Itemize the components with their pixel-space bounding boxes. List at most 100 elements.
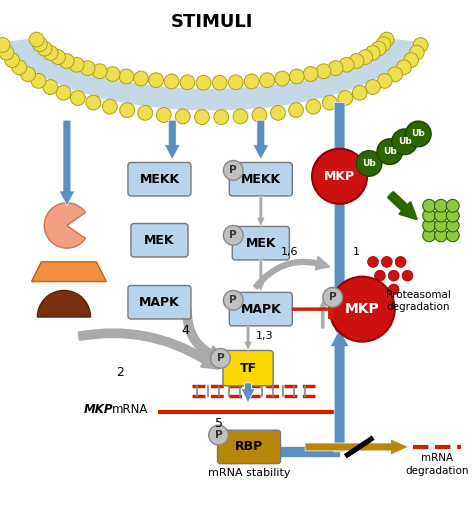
Circle shape <box>119 69 134 84</box>
Text: Ub: Ub <box>383 147 397 156</box>
FancyArrow shape <box>244 327 252 351</box>
Circle shape <box>212 75 227 90</box>
Circle shape <box>105 66 120 81</box>
Circle shape <box>71 90 85 105</box>
Text: 2: 2 <box>116 366 124 379</box>
Circle shape <box>447 219 459 232</box>
Text: MEKK: MEKK <box>241 173 281 185</box>
FancyBboxPatch shape <box>128 162 191 196</box>
Circle shape <box>388 67 402 82</box>
Circle shape <box>356 151 382 176</box>
Circle shape <box>252 108 267 122</box>
Circle shape <box>275 71 290 86</box>
Circle shape <box>447 209 459 222</box>
Circle shape <box>388 284 399 295</box>
Circle shape <box>435 199 447 212</box>
Text: MEKK: MEKK <box>139 173 180 185</box>
Text: P: P <box>229 295 237 305</box>
Circle shape <box>134 71 148 86</box>
FancyBboxPatch shape <box>128 286 191 319</box>
Circle shape <box>31 74 46 88</box>
Circle shape <box>435 219 447 232</box>
Circle shape <box>406 121 431 147</box>
Wedge shape <box>37 290 91 317</box>
Circle shape <box>0 38 10 52</box>
Circle shape <box>196 75 211 90</box>
Circle shape <box>328 61 343 76</box>
FancyArrow shape <box>330 102 349 339</box>
Circle shape <box>413 38 428 52</box>
Text: 1: 1 <box>352 247 359 257</box>
Circle shape <box>223 225 243 245</box>
Text: P: P <box>329 292 337 303</box>
Circle shape <box>43 80 58 95</box>
FancyArrowPatch shape <box>183 310 224 360</box>
Text: Ub: Ub <box>362 159 376 168</box>
Circle shape <box>371 41 386 56</box>
Circle shape <box>376 37 391 52</box>
Circle shape <box>397 60 411 75</box>
Circle shape <box>306 99 321 114</box>
Circle shape <box>447 229 459 242</box>
Circle shape <box>12 60 27 75</box>
FancyArrow shape <box>305 439 409 455</box>
FancyBboxPatch shape <box>229 292 292 326</box>
Circle shape <box>358 50 373 64</box>
Circle shape <box>43 45 58 60</box>
Text: Ub: Ub <box>398 137 411 146</box>
Circle shape <box>365 45 380 60</box>
Circle shape <box>69 57 84 72</box>
Circle shape <box>290 69 304 84</box>
Circle shape <box>223 160 243 180</box>
Circle shape <box>447 199 459 212</box>
Circle shape <box>423 209 436 222</box>
Text: P: P <box>217 353 224 363</box>
Circle shape <box>21 67 36 82</box>
Circle shape <box>138 105 153 120</box>
Circle shape <box>312 149 367 204</box>
Circle shape <box>316 64 331 79</box>
Circle shape <box>423 229 436 242</box>
Circle shape <box>102 99 117 114</box>
Circle shape <box>51 50 65 64</box>
Circle shape <box>365 80 380 95</box>
Text: MKP: MKP <box>84 403 113 416</box>
Circle shape <box>322 95 337 110</box>
Circle shape <box>156 108 171 122</box>
FancyBboxPatch shape <box>218 430 281 463</box>
FancyArrow shape <box>330 329 349 452</box>
Circle shape <box>377 74 392 88</box>
Circle shape <box>435 229 447 242</box>
Polygon shape <box>31 262 106 282</box>
Text: MKP: MKP <box>345 302 380 316</box>
Text: 4: 4 <box>181 324 189 337</box>
Circle shape <box>5 53 19 67</box>
Text: 1,3: 1,3 <box>256 331 273 341</box>
Text: Proteasomal
degradation: Proteasomal degradation <box>386 290 451 312</box>
Circle shape <box>404 53 419 67</box>
Circle shape <box>395 257 406 267</box>
Circle shape <box>435 209 447 222</box>
FancyArrow shape <box>319 299 327 329</box>
FancyArrowPatch shape <box>388 192 416 219</box>
Circle shape <box>349 54 364 68</box>
Circle shape <box>86 95 101 110</box>
Text: Ub: Ub <box>411 129 425 138</box>
FancyArrow shape <box>164 120 180 159</box>
Circle shape <box>423 219 436 232</box>
Circle shape <box>330 276 395 342</box>
FancyArrow shape <box>241 447 339 457</box>
Circle shape <box>402 270 413 281</box>
Text: MEK: MEK <box>144 234 175 247</box>
FancyArrowPatch shape <box>254 257 329 289</box>
FancyArrow shape <box>332 299 341 329</box>
Text: STIMULI: STIMULI <box>171 13 253 31</box>
FancyBboxPatch shape <box>232 226 289 260</box>
Circle shape <box>382 257 392 267</box>
Circle shape <box>289 103 303 118</box>
FancyBboxPatch shape <box>223 351 273 386</box>
Text: TF: TF <box>239 362 256 375</box>
FancyArrow shape <box>253 120 269 159</box>
Circle shape <box>120 103 135 118</box>
Circle shape <box>0 45 14 60</box>
